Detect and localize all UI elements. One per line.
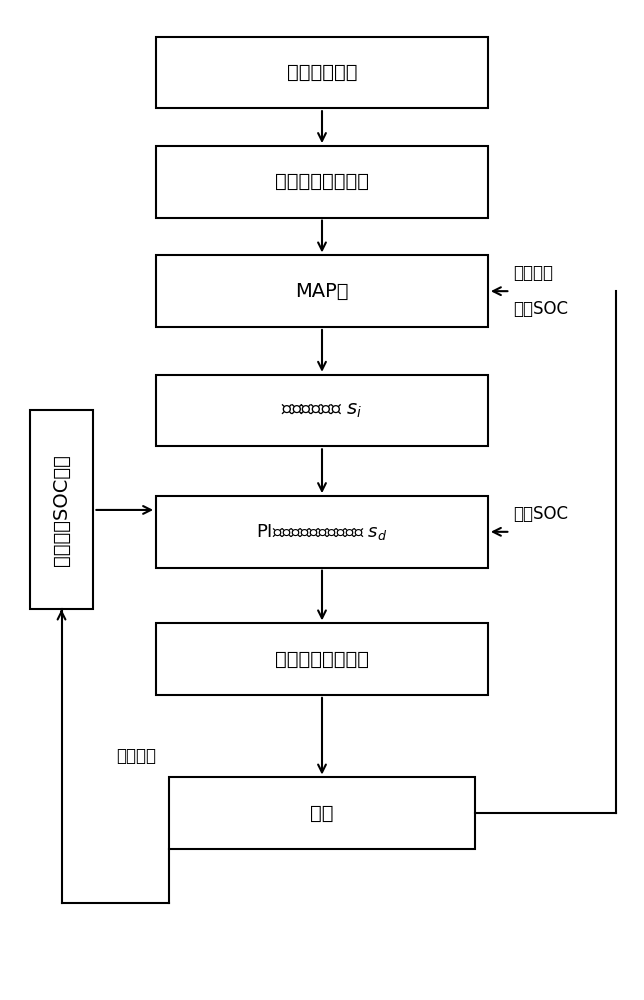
Text: 当前里程: 当前里程 bbox=[116, 747, 156, 765]
Bar bbox=[169, 777, 475, 849]
Bar bbox=[156, 623, 488, 695]
Bar bbox=[156, 37, 488, 108]
Text: 参考电池SOC轨迹: 参考电池SOC轨迹 bbox=[52, 454, 71, 566]
Bar bbox=[156, 255, 488, 327]
Text: 当前SOC: 当前SOC bbox=[513, 505, 569, 523]
Text: 初始等效因子 $s_i$: 初始等效因子 $s_i$ bbox=[281, 401, 363, 420]
Text: 整车: 整车 bbox=[310, 804, 334, 823]
Text: 最优初始等效因子: 最优初始等效因子 bbox=[275, 172, 369, 191]
Text: 目标里程: 目标里程 bbox=[513, 264, 554, 282]
Text: MAP图: MAP图 bbox=[295, 282, 349, 301]
Text: 修正后的等效因子: 修正后的等效因子 bbox=[275, 650, 369, 669]
Bar bbox=[156, 146, 488, 218]
Text: 遗传优化算法: 遗传优化算法 bbox=[287, 63, 357, 82]
Bar bbox=[156, 496, 488, 568]
Text: PI算法所得等效因子增量 $s_d$: PI算法所得等效因子增量 $s_d$ bbox=[256, 522, 388, 542]
Text: 初始SOC: 初始SOC bbox=[513, 300, 569, 318]
Bar bbox=[30, 410, 93, 609]
Bar bbox=[156, 375, 488, 446]
